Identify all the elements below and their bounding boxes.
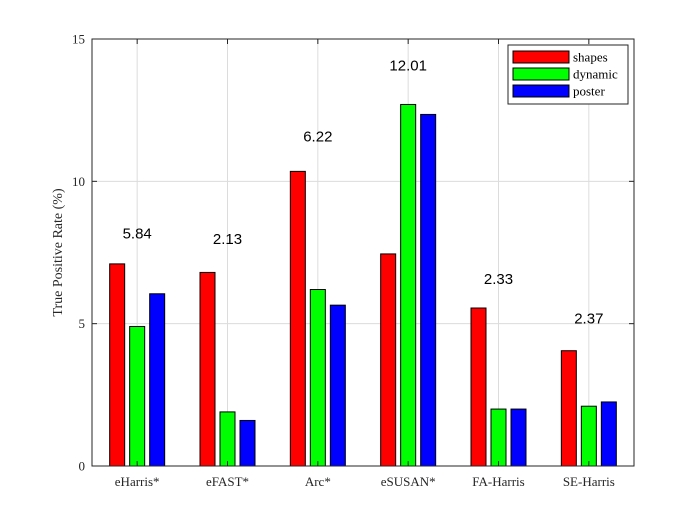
x-tick-label-arc: Arc* xyxy=(305,474,331,489)
bar-shapes-efast xyxy=(199,271,216,467)
x-tick-label-efast: eFAST* xyxy=(206,474,249,489)
bar-dynamic-eharris xyxy=(129,326,146,467)
legend-swatch-shapes xyxy=(512,50,570,64)
bar-dynamic-esusan xyxy=(400,103,417,467)
annotation-arc: 6.22 xyxy=(303,128,332,145)
annotation-efast: 2.13 xyxy=(213,231,242,248)
legend-swatch-dynamic xyxy=(512,67,570,81)
x-tick-label-fa-harris: FA-Harris xyxy=(472,474,524,489)
bar-shapes-se-harris xyxy=(560,350,577,467)
bar-shapes-eharris xyxy=(109,263,126,467)
bar-shapes-esusan xyxy=(380,253,397,467)
legend-label-shapes: shapes xyxy=(573,50,608,65)
bar-shapes-arc xyxy=(289,170,306,467)
bar-dynamic-fa-harris xyxy=(490,408,507,467)
y-tick-label: 15 xyxy=(72,32,85,47)
x-tick-label-eharris: eHarris* xyxy=(115,474,160,489)
bar-poster-esusan xyxy=(420,113,437,467)
bar-poster-se-harris xyxy=(600,401,617,467)
legend-label-poster: poster xyxy=(573,84,605,99)
axis-ticks: 0 5 10 15 eHarris* eFAST* Arc* eSUSAN* FA-Harris… xyxy=(72,32,634,489)
bar-poster-eharris xyxy=(149,293,166,467)
annotation-esusan: 12.01 xyxy=(389,57,427,74)
y-tick-label: 0 xyxy=(79,459,86,474)
bar-dynamic-efast xyxy=(219,411,236,467)
bar-poster-arc xyxy=(329,304,346,467)
annotation-se-harris: 2.37 xyxy=(574,311,603,328)
annotation-eharris: 5.84 xyxy=(123,225,152,242)
bar-shapes-fa-harris xyxy=(470,307,487,467)
y-tick-label: 10 xyxy=(72,174,85,189)
data-annotations: 5.84 2.13 6.22 12.01 2.33 2.37 xyxy=(123,57,604,327)
bar-poster-efast xyxy=(239,419,256,467)
legend: shapes dynamic poster xyxy=(507,44,629,105)
bar-dynamic-se-harris xyxy=(580,405,597,467)
bar-poster-fa-harris xyxy=(510,408,527,467)
annotation-fa-harris: 2.33 xyxy=(484,271,513,288)
y-tick-label: 5 xyxy=(79,316,86,331)
plot-area xyxy=(92,39,634,466)
bars xyxy=(109,103,617,467)
x-tick-label-se-harris: SE-Harris xyxy=(563,474,615,489)
legend-swatch-poster xyxy=(512,84,570,98)
x-tick-label-esusan: eSUSAN* xyxy=(381,474,436,489)
legend-label-dynamic: dynamic xyxy=(573,67,618,82)
axes-box xyxy=(91,38,635,467)
bar-dynamic-arc xyxy=(309,289,326,467)
y-axis-label: True Positive Rate (%) xyxy=(51,188,66,317)
